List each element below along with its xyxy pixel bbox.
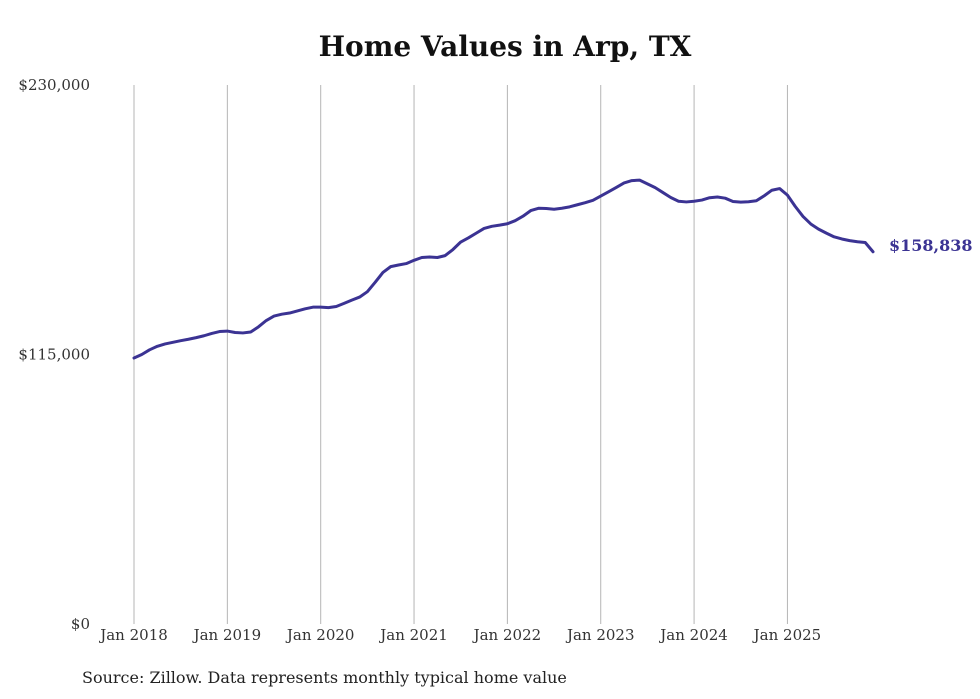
x-tick-label: Jan 2025 bbox=[752, 626, 822, 644]
source-note: Source: Zillow. Data represents monthly … bbox=[82, 668, 567, 687]
x-tick-label: Jan 2021 bbox=[378, 626, 448, 644]
x-tick-label: Jan 2022 bbox=[472, 626, 542, 644]
y-tick-label: $115,000 bbox=[18, 346, 90, 364]
y-tick-label: $230,000 bbox=[18, 76, 90, 94]
x-tick-label: Jan 2018 bbox=[98, 626, 168, 644]
y-tick-label: $0 bbox=[71, 615, 90, 633]
x-tick-label: Jan 2024 bbox=[658, 626, 728, 644]
y-axis-ticks: $0 $115,000 $230,000 bbox=[18, 76, 90, 633]
series-layer: $158,838 bbox=[132, 178, 973, 360]
x-tick-label: Jan 2020 bbox=[285, 626, 355, 644]
x-axis-ticks: Jan 2018 Jan 2019 Jan 2020 Jan 2021 Jan 2022… bbox=[98, 626, 821, 644]
end-value-label: $158,838 bbox=[889, 236, 973, 255]
gridlines bbox=[133, 85, 788, 624]
x-tick-label: Jan 2023 bbox=[565, 626, 635, 644]
x-tick-label: Jan 2019 bbox=[192, 626, 262, 644]
series-line bbox=[132, 178, 875, 360]
chart-title: Home Values in Arp, TX bbox=[318, 30, 692, 63]
